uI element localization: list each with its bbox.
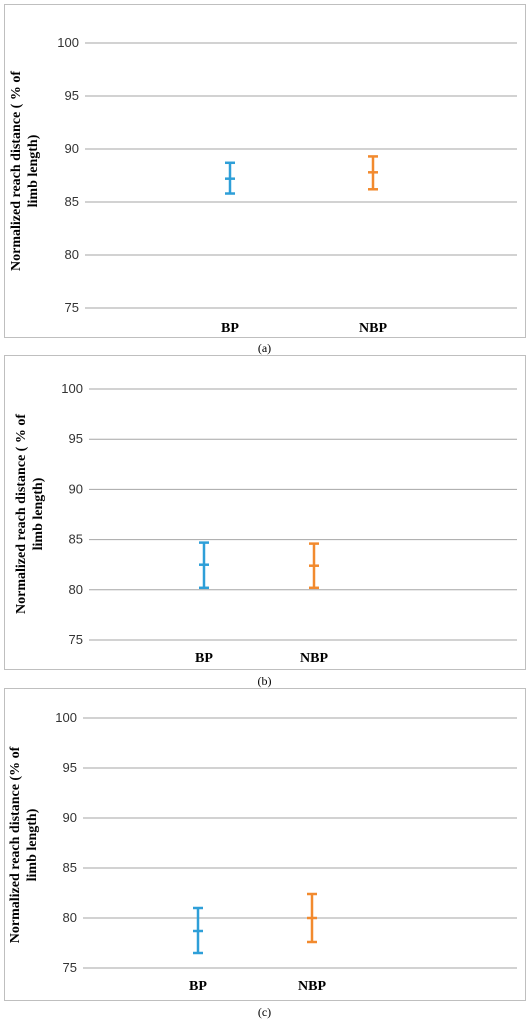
y-tick-label: 75	[65, 300, 79, 315]
caption-a: (a)	[257, 341, 272, 355]
error-bar-bp	[199, 541, 209, 590]
y-tick-label: 95	[63, 760, 77, 775]
error-bar-nbp	[368, 155, 378, 191]
y-tick-label: 80	[63, 910, 77, 925]
y-tick-label: 90	[63, 810, 77, 825]
y-tick-label: 85	[65, 194, 79, 209]
y-tick-label: 100	[55, 710, 77, 725]
chart-panel-c: Normalized reach distance (% of limb len…	[4, 688, 526, 1001]
y-tick-label: 95	[65, 88, 79, 103]
y-tick-label: 90	[65, 141, 79, 156]
x-category-label: NBP	[300, 651, 328, 666]
caption-c: (c)	[257, 1005, 272, 1019]
y-tick-label: 85	[63, 860, 77, 875]
y-tick-label: 80	[65, 247, 79, 262]
x-category-label: NBP	[359, 321, 387, 336]
y-tick-label: 80	[69, 582, 83, 597]
chart-panel-a: Normalized reach distance ( % of limb le…	[4, 4, 526, 338]
error-bar-bp	[193, 906, 203, 955]
x-category-label: NBP	[298, 979, 326, 994]
x-category-label: BP	[195, 651, 213, 666]
y-tick-label: 75	[69, 632, 83, 647]
y-tick-label: 90	[69, 481, 83, 496]
chart-a-plot: 75 80 85 90 95 100 BP NBP	[57, 35, 517, 336]
y-tick-label: 100	[61, 381, 83, 396]
x-category-label: BP	[189, 979, 207, 994]
y-tick-label: 85	[69, 532, 83, 547]
y-tick-label: 75	[63, 960, 77, 975]
y-tick-label: 100	[57, 35, 79, 50]
y-tick-label: 95	[69, 431, 83, 446]
error-bar-bp	[225, 161, 235, 195]
x-category-label: BP	[221, 321, 239, 336]
error-bar-nbp	[309, 542, 319, 590]
chart-panel-b: Normalized reach distance ( % of limb le…	[4, 355, 526, 670]
chart-b-plot: 75 80 85 90 95 100 BP NBP	[61, 381, 517, 666]
error-bar-nbp	[307, 892, 317, 944]
chart-c-plot: 75 80 85 90 95 100 BP NBP	[55, 710, 517, 994]
caption-b: (b)	[257, 674, 272, 688]
